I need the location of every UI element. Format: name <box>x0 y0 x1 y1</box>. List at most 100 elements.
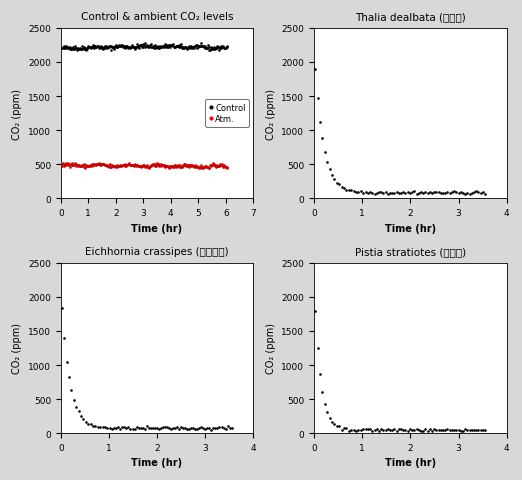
Point <box>439 190 447 197</box>
Point <box>79 162 87 169</box>
Point <box>347 187 355 194</box>
Point <box>162 163 170 170</box>
Point <box>417 189 425 196</box>
Point <box>74 45 82 53</box>
Point <box>161 423 169 431</box>
Point <box>468 426 476 434</box>
Point <box>75 162 83 170</box>
Point <box>75 407 83 415</box>
Point <box>91 43 99 51</box>
Point <box>151 161 160 169</box>
Point <box>81 165 89 172</box>
Point <box>461 191 469 198</box>
Point <box>121 161 129 169</box>
Point <box>218 161 226 169</box>
Point <box>87 162 95 169</box>
Point <box>386 189 394 197</box>
Point <box>328 418 336 426</box>
Point <box>222 43 231 50</box>
Point <box>164 44 172 52</box>
Point <box>154 162 162 169</box>
Point <box>63 160 71 168</box>
Point <box>131 44 139 52</box>
Point <box>69 162 77 170</box>
Point <box>105 44 114 52</box>
Point <box>115 43 124 50</box>
Point <box>370 426 378 434</box>
Point <box>206 46 215 53</box>
Point <box>177 423 185 431</box>
Point <box>196 43 204 51</box>
Point <box>393 189 401 197</box>
Point <box>157 161 165 168</box>
Point <box>208 162 216 170</box>
Point <box>150 162 158 170</box>
Point <box>147 42 156 49</box>
Point <box>226 424 234 432</box>
Point <box>340 424 348 432</box>
Point <box>160 43 168 51</box>
Point <box>159 44 168 51</box>
Point <box>90 161 98 168</box>
Point <box>179 162 187 169</box>
Point <box>213 43 221 50</box>
Point <box>187 44 195 51</box>
Point <box>72 163 80 170</box>
Point <box>406 190 414 198</box>
Point <box>99 161 108 168</box>
Point <box>205 44 213 52</box>
Point <box>87 162 96 170</box>
Point <box>213 163 222 171</box>
Point <box>87 420 95 428</box>
Point <box>79 415 88 423</box>
Point <box>373 426 381 433</box>
Point <box>377 426 385 433</box>
Point <box>174 164 183 171</box>
Point <box>138 41 147 49</box>
Point <box>443 189 452 197</box>
Point <box>171 44 179 51</box>
Point <box>452 426 460 434</box>
Point <box>103 162 111 169</box>
Point <box>157 163 165 171</box>
Point <box>104 44 112 52</box>
Point <box>419 190 428 197</box>
Point <box>379 190 387 197</box>
Point <box>135 45 144 52</box>
Point <box>143 164 151 171</box>
Point <box>472 426 480 434</box>
Point <box>187 161 195 169</box>
Point <box>123 44 132 51</box>
Point <box>142 43 150 51</box>
Point <box>155 45 163 53</box>
Point <box>75 163 84 170</box>
Point <box>69 396 78 404</box>
Point <box>87 45 96 52</box>
Point <box>357 427 365 434</box>
Point <box>206 162 214 169</box>
Point <box>178 45 186 53</box>
Point <box>321 400 329 408</box>
Point <box>89 161 97 169</box>
Point <box>333 180 341 187</box>
Point <box>94 43 102 50</box>
Point <box>64 45 73 53</box>
Point <box>211 163 219 170</box>
Point <box>191 163 199 170</box>
Point <box>479 427 487 434</box>
Point <box>62 161 70 169</box>
Point <box>434 426 443 434</box>
Point <box>220 162 229 170</box>
Point <box>184 161 192 169</box>
Point <box>149 160 157 168</box>
Point <box>106 164 115 171</box>
Point <box>130 46 139 54</box>
Point <box>85 163 93 170</box>
Point <box>318 388 327 396</box>
Point <box>123 162 131 169</box>
Point <box>205 165 213 173</box>
Point <box>145 44 153 51</box>
Point <box>204 164 212 171</box>
Point <box>75 45 84 53</box>
Point <box>445 190 454 197</box>
